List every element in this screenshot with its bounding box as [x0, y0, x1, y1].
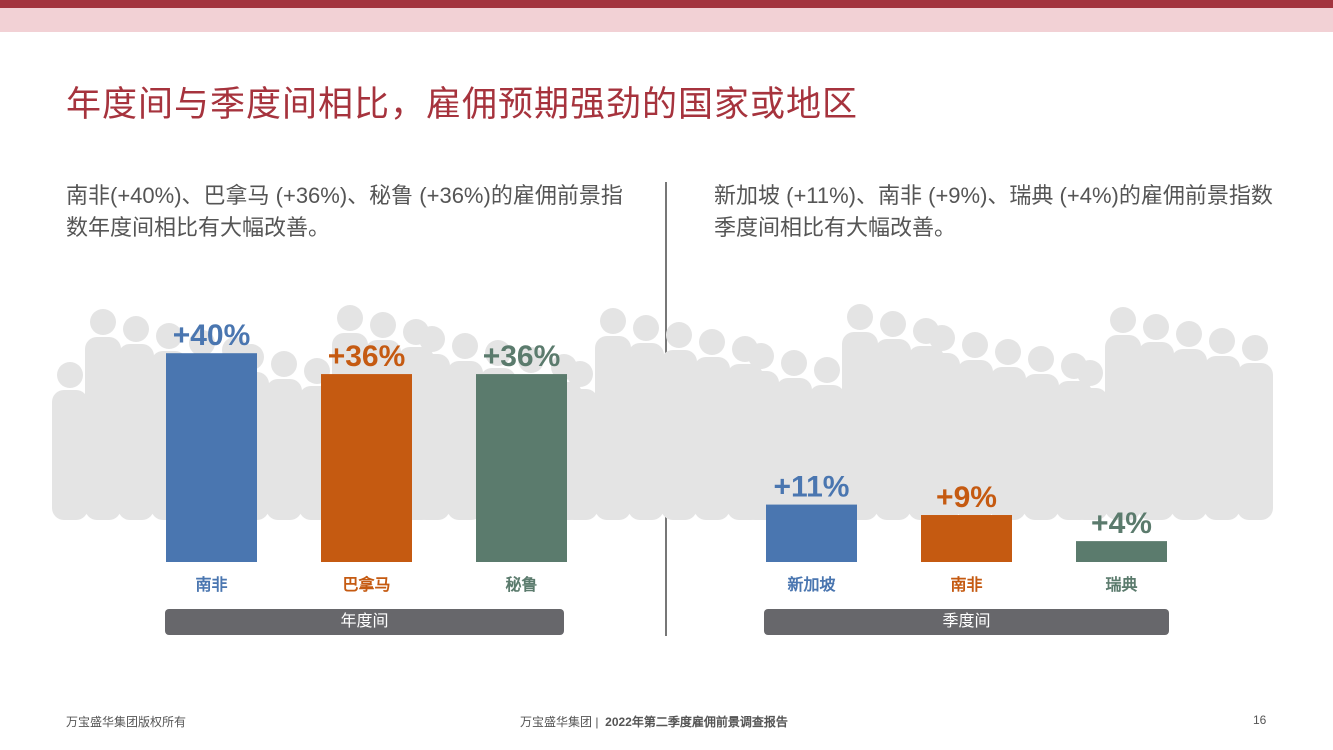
data-label: +36% — [328, 340, 406, 373]
page-title: 年度间与季度间相比，雇佣预期强劲的国家或地区 — [66, 85, 859, 124]
bar-南非 — [166, 353, 257, 562]
data-label: +40% — [173, 319, 251, 352]
bar-新加坡 — [766, 504, 857, 562]
footer-company: 万宝盛华集团 — [520, 715, 593, 729]
annual-label: 年度间 — [165, 609, 564, 635]
footer-copyright: 万宝盛华集团版权所有 — [66, 715, 187, 729]
bar-南非 — [921, 515, 1012, 562]
footer-separator: | — [595, 715, 599, 729]
footer-report: 万宝盛华集团 | 2022年第二季度雇佣前景调查报告 — [520, 713, 788, 730]
category-label: 瑞典 — [1105, 575, 1137, 594]
left-description: 南非(+40%)、巴拿马 (+36%)、秘鲁 (+36%)的雇佣前景指数年度间相… — [66, 183, 623, 240]
data-label: +9% — [936, 481, 997, 514]
top-pink-band — [0, 8, 1333, 32]
quarterly-label: 季度间 — [764, 609, 1169, 635]
page-number: 16 — [1253, 713, 1267, 727]
bar-秘鲁 — [476, 374, 567, 562]
category-label: 新加坡 — [787, 575, 836, 594]
footer-report-title: 2022年第二季度雇佣前景调查报告 — [605, 715, 788, 729]
category-label: 巴拿马 — [342, 575, 390, 594]
right-description: 新加坡 (+11%)、南非 (+9%)、瑞典 (+4%)的雇佣前景指数季度间相比… — [714, 183, 1273, 240]
bar-瑞典 — [1076, 541, 1167, 562]
bar-巴拿马 — [321, 374, 412, 562]
data-label: +4% — [1091, 507, 1152, 540]
data-label: +11% — [774, 471, 850, 504]
category-label: 南非 — [950, 575, 982, 594]
top-accent-bar — [0, 0, 1333, 8]
data-label: +36% — [483, 340, 561, 373]
category-label: 南非 — [195, 575, 227, 594]
category-label: 秘鲁 — [505, 575, 537, 594]
